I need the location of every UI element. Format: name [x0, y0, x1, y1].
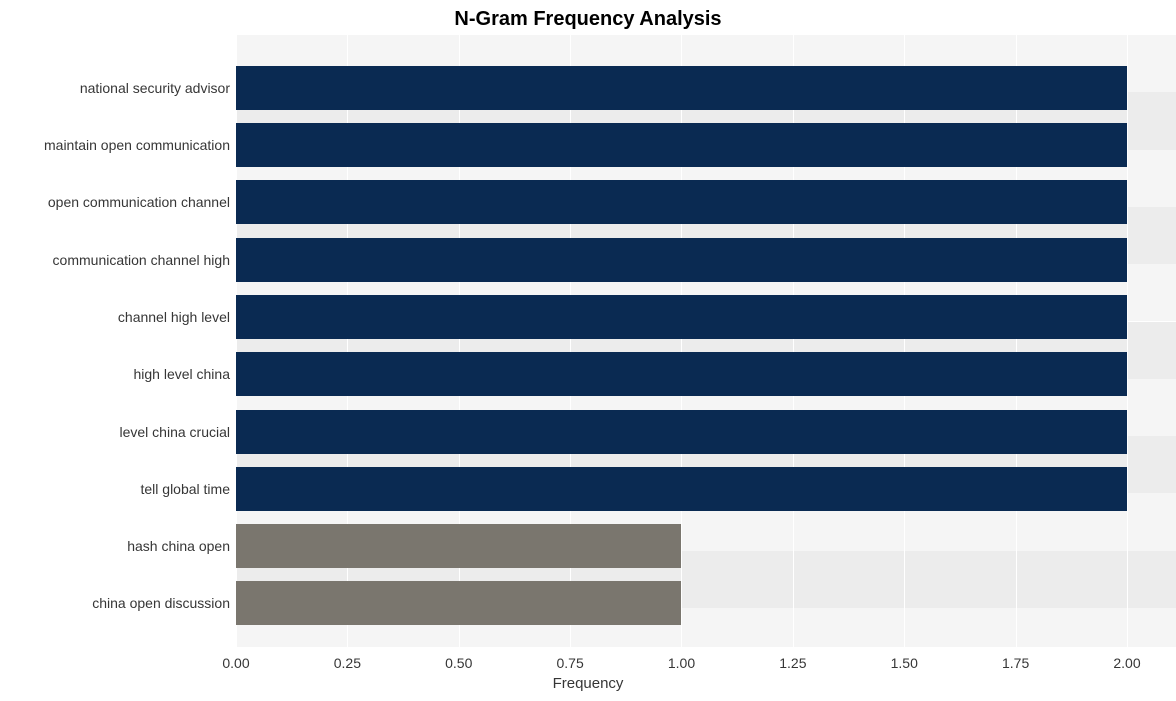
chart-bar: [236, 123, 1127, 167]
chart-bar: [236, 467, 1127, 511]
y-tick-label: tell global time: [141, 481, 237, 497]
chart-bar: [236, 238, 1127, 282]
chart-bar: [236, 581, 681, 625]
chart-bar: [236, 295, 1127, 339]
x-tick-label: 1.00: [668, 655, 695, 671]
chart-bar: [236, 352, 1127, 396]
x-tick-label: 0.25: [334, 655, 361, 671]
chart-title: N-Gram Frequency Analysis: [0, 8, 1176, 31]
x-tick-label: 0.50: [445, 655, 472, 671]
x-tick-label: 0.75: [556, 655, 583, 671]
chart-bar: [236, 180, 1127, 224]
x-tick-label: 0.00: [222, 655, 249, 671]
x-gridline: [1127, 35, 1128, 647]
y-tick-label: high level china: [133, 366, 236, 382]
y-tick-label: level china crucial: [120, 424, 237, 440]
chart-bar: [236, 66, 1127, 110]
y-tick-label: national security advisor: [80, 80, 236, 96]
chart-bar: [236, 524, 681, 568]
y-tick-label: communication channel high: [53, 252, 236, 268]
ngram-frequency-chart: N-Gram Frequency Analysis national secur…: [0, 0, 1176, 701]
x-tick-label: 2.00: [1113, 655, 1140, 671]
y-tick-label: china open discussion: [92, 595, 236, 611]
x-tick-label: 1.75: [1002, 655, 1029, 671]
y-tick-label: maintain open communication: [44, 137, 236, 153]
y-tick-label: hash china open: [127, 538, 236, 554]
x-tick-label: 1.50: [891, 655, 918, 671]
y-tick-label: open communication channel: [48, 194, 236, 210]
x-tick-label: 1.25: [779, 655, 806, 671]
chart-bar: [236, 410, 1127, 454]
plot-area: national security advisormaintain open c…: [236, 35, 1176, 647]
y-tick-label: channel high level: [118, 309, 236, 325]
x-axis-label: Frequency: [0, 675, 1176, 692]
